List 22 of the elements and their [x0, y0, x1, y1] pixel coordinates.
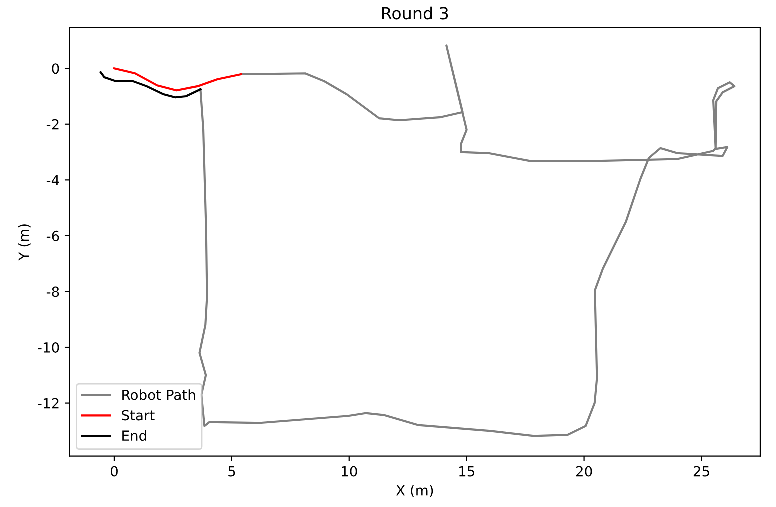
line-series — [100, 71, 202, 99]
x-tick-label: 5 — [228, 466, 236, 477]
line-series — [113, 68, 242, 92]
x-tick-label: 25 — [694, 466, 710, 477]
x-tick-label: 15 — [460, 466, 474, 477]
y-tick-label: -12 — [38, 398, 59, 409]
y-tick-label: -8 — [46, 286, 60, 298]
legend-label: Start — [122, 410, 155, 421]
y-tick-label: -4 — [46, 175, 60, 186]
x-tick-label: 20 — [576, 466, 592, 477]
y-tick-label: -6 — [46, 230, 60, 242]
y-tick-label: -10 — [38, 342, 60, 353]
x-tick-label: 10 — [342, 466, 358, 477]
x-tick-label: 0 — [110, 466, 118, 477]
x-axis-title: X (m) — [396, 485, 434, 498]
line-series — [198, 44, 736, 438]
y-tick-label: -2 — [46, 119, 59, 130]
legend-label: Robot Path — [122, 390, 196, 400]
legend-label: End — [122, 430, 146, 442]
y-tick-label: 0 — [52, 64, 60, 74]
chart-title: Round 3 — [382, 6, 448, 20]
y-axis-title: Y (m) — [18, 224, 31, 261]
